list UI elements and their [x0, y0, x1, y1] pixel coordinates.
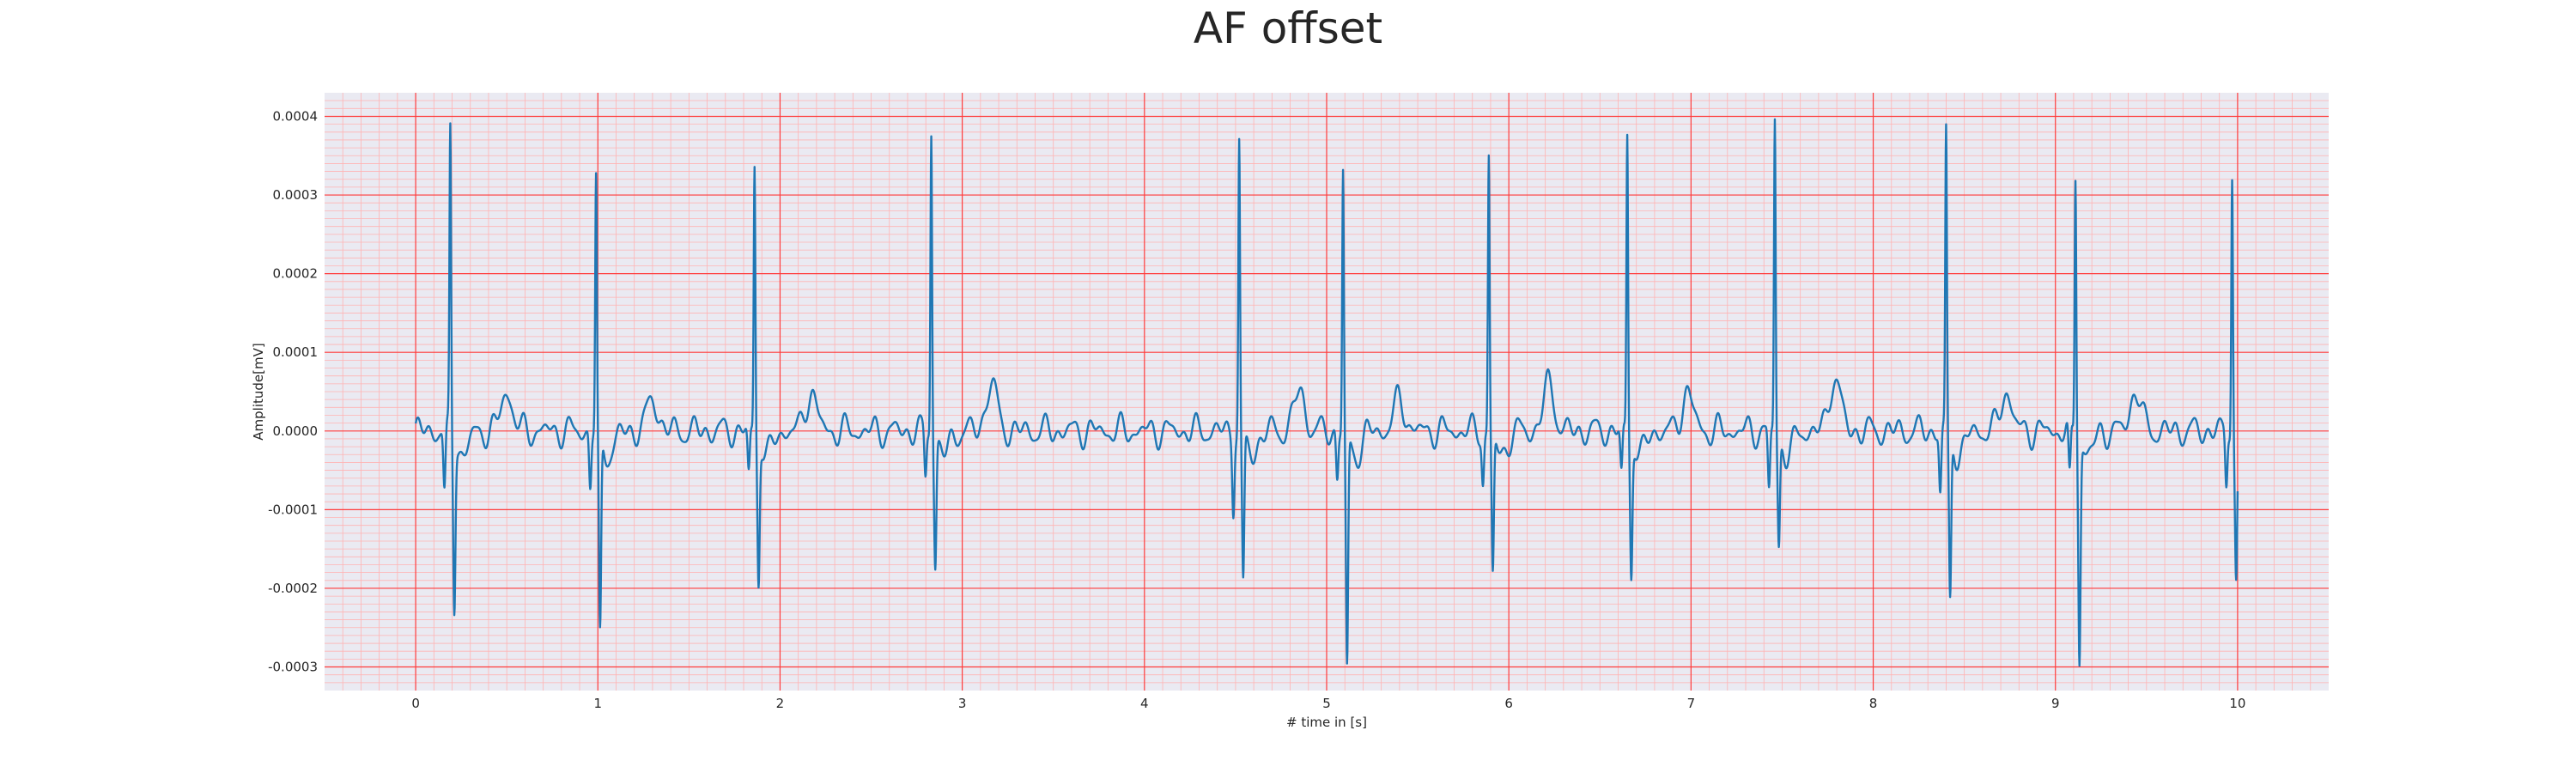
y-tick-label: -0.0002	[268, 581, 318, 596]
signal-line	[414, 118, 2239, 667]
x-tick-label: 3	[958, 696, 967, 711]
y-tick-label: -0.0003	[268, 660, 318, 675]
major-grid	[325, 93, 2329, 691]
x-tick-label: 10	[2229, 696, 2245, 711]
x-tick-label: 7	[1687, 696, 1696, 711]
x-tick-label: 4	[1140, 696, 1149, 711]
x-tick-label: 0	[411, 696, 420, 711]
y-tick-label: 0.0003	[273, 187, 319, 203]
x-tick-label: 2	[776, 696, 785, 711]
y-axis-ticks: 0.0004 0.0003 0.0002 0.0001 0.0000 -0.0001 -0.…	[268, 108, 318, 674]
y-tick-label: 0.0000	[273, 423, 319, 439]
y-tick-label: 0.0002	[273, 266, 319, 282]
y-tick-label: -0.0001	[268, 502, 318, 517]
y-tick-label: 0.0004	[273, 108, 319, 124]
x-tick-label: 6	[1504, 696, 1513, 711]
x-axis-ticks: 0 1 2 3 4 5 6 7 8 9 10	[411, 696, 2245, 711]
x-tick-label: 8	[1869, 696, 1878, 711]
y-tick-label: 0.0001	[273, 344, 319, 360]
x-tick-label: 9	[2051, 696, 2060, 711]
x-axis-label: # time in [s]	[1286, 715, 1367, 730]
chart-title: AF offset	[1194, 3, 1382, 53]
x-tick-label: 5	[1322, 696, 1331, 711]
x-tick-label: 1	[593, 696, 602, 711]
y-axis-label: Amplitude[mV]	[251, 343, 266, 440]
